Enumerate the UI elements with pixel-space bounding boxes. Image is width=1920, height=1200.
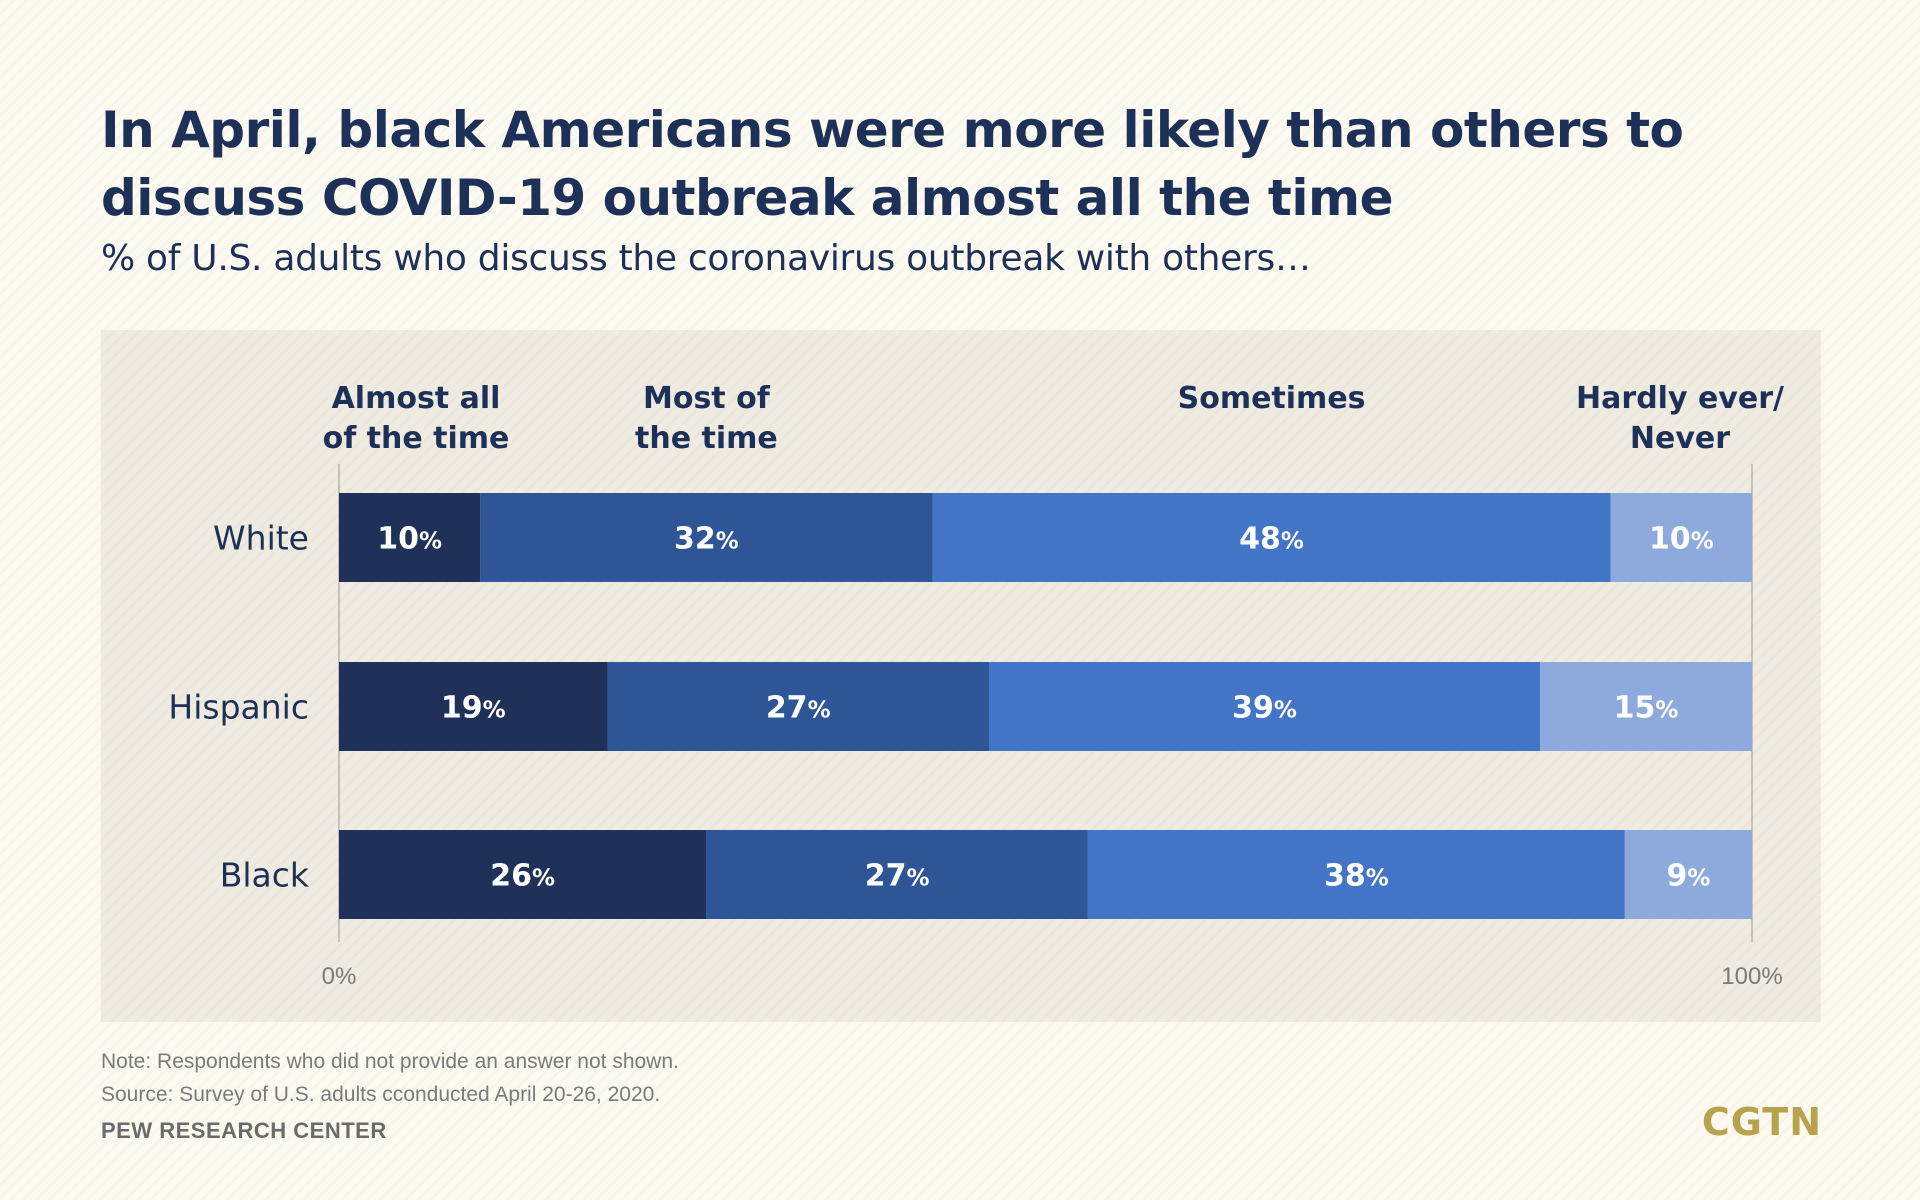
data-label-suffix: % [483, 698, 506, 724]
series-header-1: Almost all of the time [323, 381, 510, 456]
data-label: 10% [377, 522, 442, 557]
chart-title: In April, black Americans were more like… [101, 101, 1684, 227]
series-header-line: of the time [323, 421, 510, 456]
stacked-bar-chart: Almost all of the time Most of the time Some… [168, 381, 1784, 990]
data-label-suffix: % [419, 529, 442, 555]
bar-segment [339, 493, 481, 582]
bar-segment [607, 662, 989, 751]
data-label-suffix: % [906, 866, 929, 892]
data-label-suffix: % [1687, 866, 1710, 892]
chart-panel: Almost all of the time Most of the time Some… [101, 330, 1821, 1022]
data-label: 15% [1614, 691, 1679, 726]
series-header-line: Never [1630, 421, 1730, 456]
bar-segment [480, 493, 933, 582]
bar-segment [706, 830, 1088, 919]
chart-subtitle: % of U.S. adults who discuss the coronav… [101, 238, 1311, 279]
data-label: 27% [865, 859, 930, 894]
data-label: 39% [1232, 691, 1297, 726]
bar-segment [1087, 830, 1625, 919]
bar-segment [339, 662, 608, 751]
category-label: White [213, 519, 309, 558]
series-header-4: Hardly ever/Never [1576, 381, 1784, 456]
bar-segment [1624, 830, 1752, 919]
series-header-line: Most of [643, 381, 771, 416]
footnote: Note: Respondents who did not provide an… [101, 1050, 679, 1073]
data-label: 48% [1239, 522, 1304, 557]
data-label-suffix: % [716, 529, 739, 555]
bar-segment [932, 493, 1611, 582]
series-header-line: Almost all [332, 381, 501, 416]
bar-segment [339, 830, 707, 919]
category-label: Black [220, 856, 310, 895]
data-label-suffix: % [808, 698, 831, 724]
data-label-suffix: % [1655, 698, 1678, 724]
series-header-line: the time [635, 421, 778, 456]
data-label-suffix: % [1281, 529, 1304, 555]
series-header-2: Most of the time [635, 381, 778, 456]
publisher-label: PEW RESEARCH CENTER [101, 1118, 387, 1143]
data-label-suffix: % [532, 866, 555, 892]
x-tick-label: 0% [322, 963, 357, 990]
source-note: Source: Survey of U.S. adults cconducted… [101, 1083, 661, 1106]
bar-segment [1540, 662, 1752, 751]
series-header-line: Sometimes [1178, 381, 1366, 416]
x-tick-label: 100% [1721, 963, 1782, 990]
brand-logo: CGTN [1701, 1100, 1822, 1144]
bar-segment [1610, 493, 1752, 582]
bar-segment [988, 662, 1541, 751]
data-label-suffix: % [1274, 698, 1297, 724]
series-header-3: Sometimes [1178, 381, 1366, 416]
data-label-suffix: % [1691, 529, 1714, 555]
category-label: Hispanic [168, 688, 309, 727]
data-label-suffix: % [1366, 866, 1389, 892]
series-header-line: Hardly ever/ [1576, 381, 1784, 416]
